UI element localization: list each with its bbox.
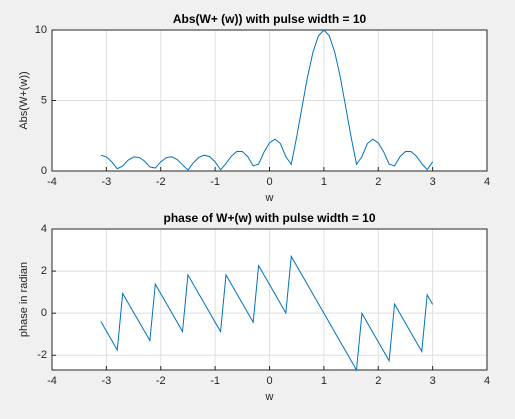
x-tick-label: 1: [321, 176, 327, 188]
x-tick-label: 4: [484, 375, 490, 387]
y-tick-label: 4: [41, 223, 47, 235]
x-tick-label: 4: [484, 176, 490, 188]
x-tick-label: -1: [210, 176, 220, 188]
y-tick-label: 10: [35, 24, 47, 36]
x-axis-label: w: [265, 391, 274, 403]
x-tick-label: 1: [321, 375, 327, 387]
x-tick-label: -1: [210, 375, 220, 387]
y-axis-label: phase in radian: [18, 262, 30, 337]
y-tick-label: 0: [41, 165, 47, 177]
x-axis-label: w: [265, 192, 274, 204]
data-line: [100, 29, 434, 171]
x-tick-label: -3: [101, 375, 111, 387]
x-tick-label: 3: [430, 176, 436, 188]
y-tick-label: -2: [37, 349, 47, 361]
axes-box: [51, 228, 488, 371]
x-tick-label: 0: [266, 176, 272, 188]
x-tick-label: 2: [375, 176, 381, 188]
x-tick-label: -3: [101, 176, 111, 188]
y-tick-label: 0: [41, 307, 47, 319]
axes-box: [51, 29, 488, 172]
y-tick-label: 2: [41, 265, 47, 277]
x-tick-label: -4: [47, 375, 57, 387]
y-tick-label: 5: [41, 94, 47, 106]
x-tick-label: 2: [375, 375, 381, 387]
y-axis-label: Abs(W+(w)): [18, 71, 30, 129]
chart-title: Abs(W+ (w)) with pulse width = 10: [173, 12, 367, 26]
chart-title: phase of W+(w) with pulse width = 10: [163, 211, 375, 225]
x-tick-label: -2: [156, 375, 166, 387]
x-tick-label: -4: [47, 176, 57, 188]
x-tick-label: 0: [266, 375, 272, 387]
data-line: [100, 254, 434, 372]
x-tick-label: -2: [156, 176, 166, 188]
x-tick-label: 3: [430, 375, 436, 387]
